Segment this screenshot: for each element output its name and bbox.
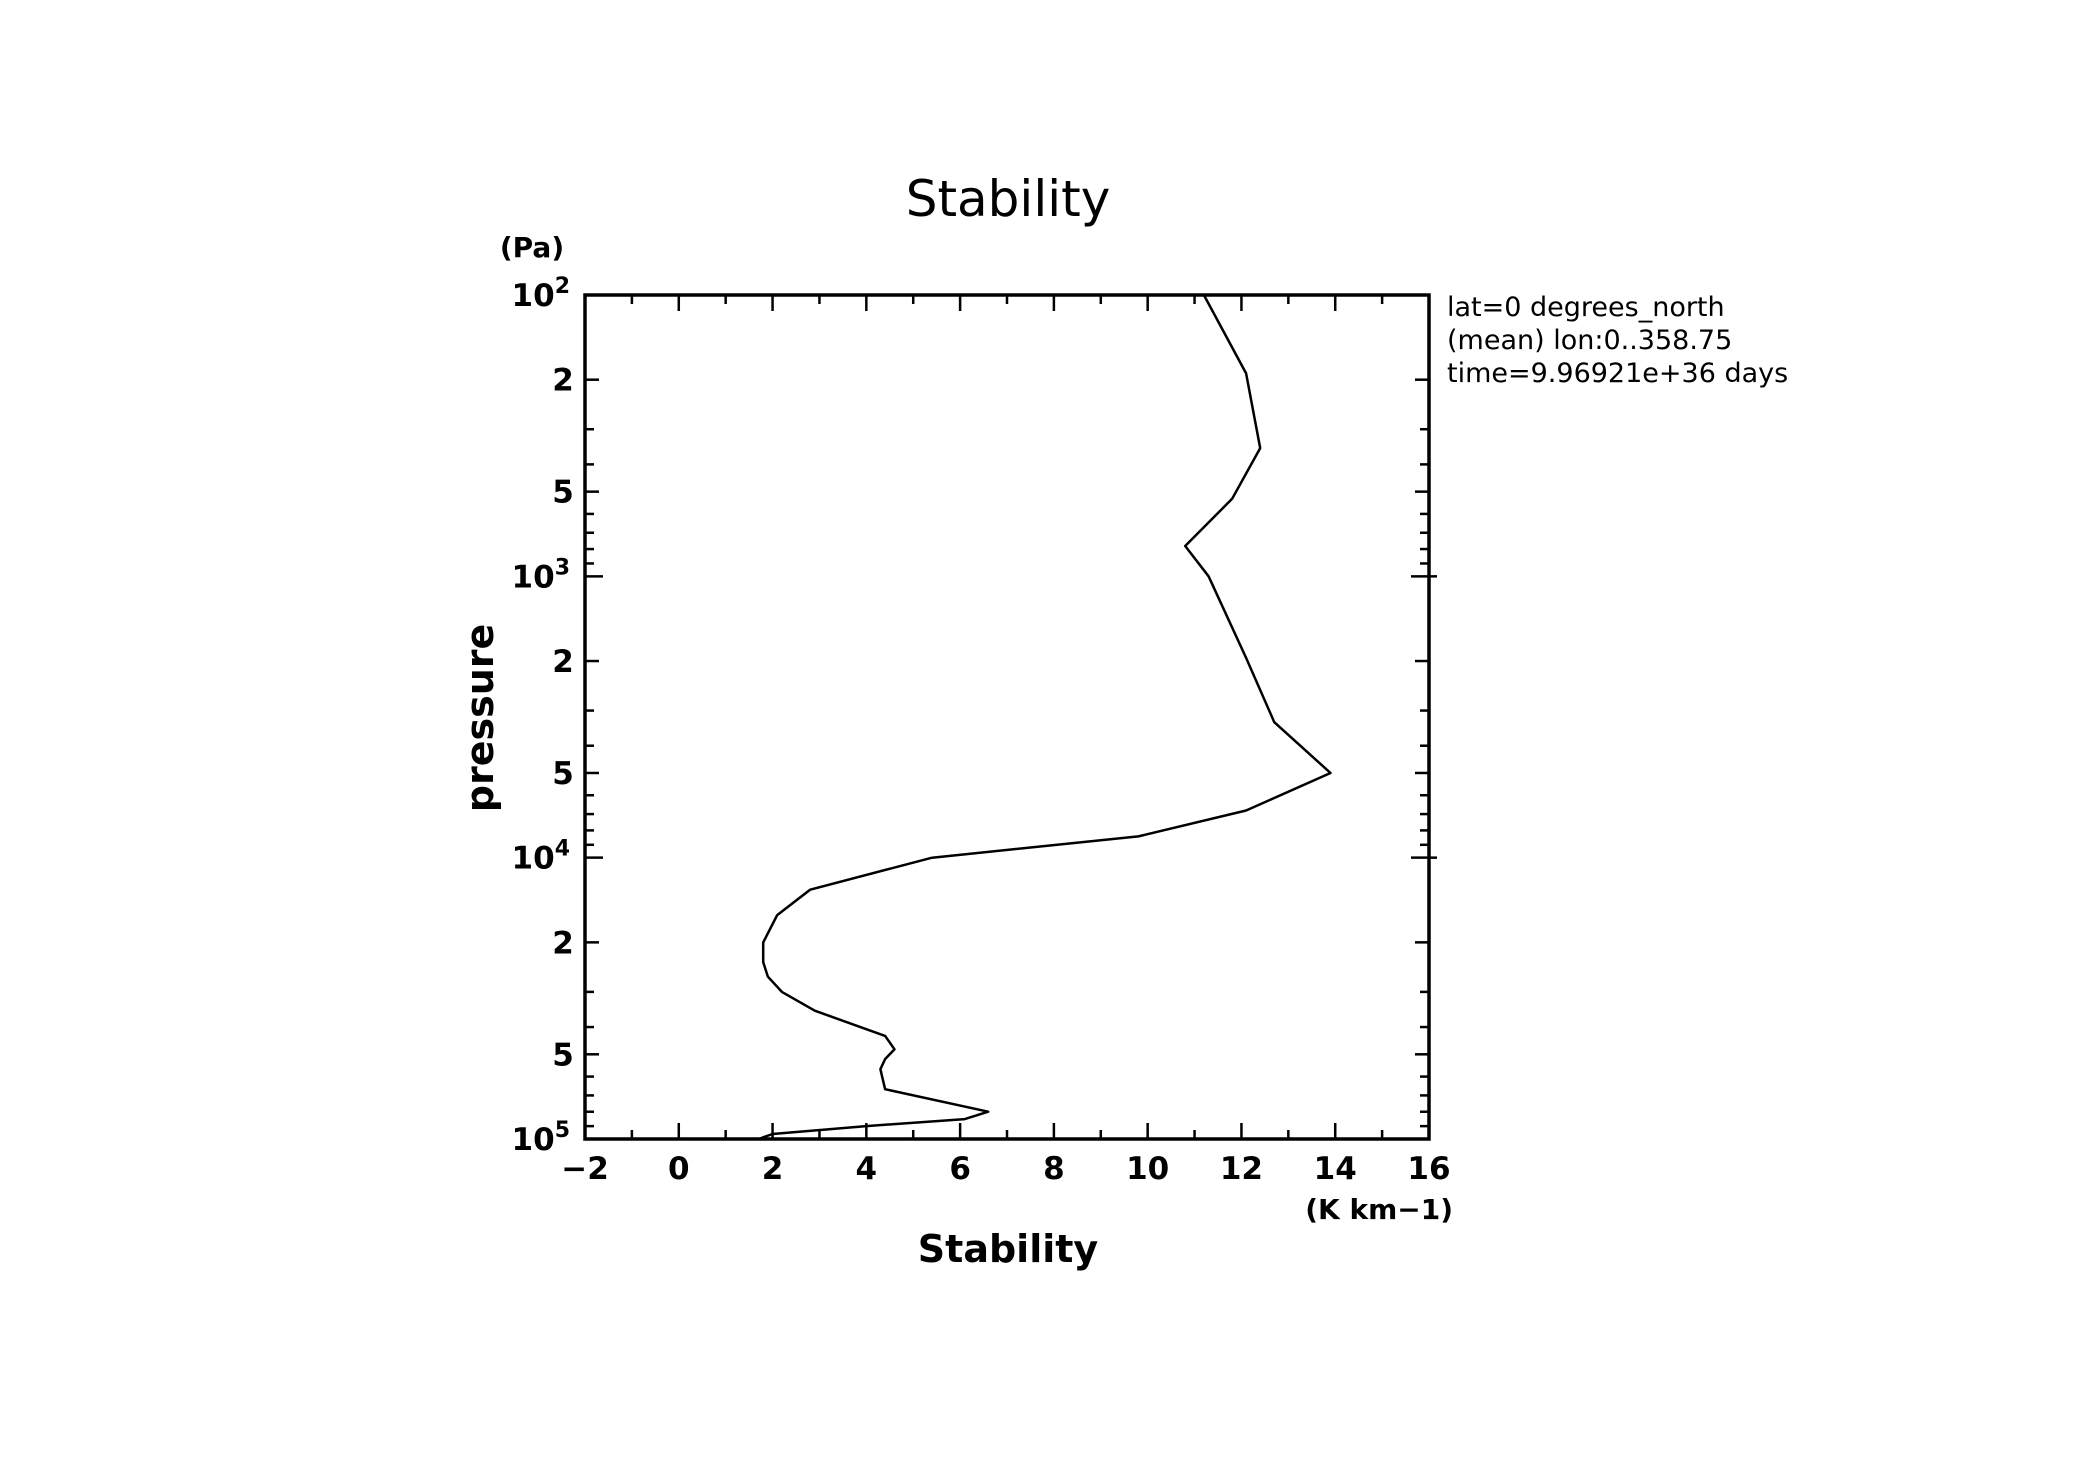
plot-frame: [583, 293, 1431, 1141]
y-tick-label: 5: [552, 475, 574, 511]
x-tick-label: 2: [762, 1151, 784, 1187]
y-tick-label: 103: [512, 555, 570, 595]
x-tick-label: 6: [949, 1151, 971, 1187]
x-tick-label: 4: [856, 1151, 878, 1187]
x-tick-label: 16: [1407, 1151, 1450, 1187]
axis-ticks: [583, 293, 1437, 1141]
x-tick-label: 8: [1043, 1151, 1065, 1187]
info-annotations: lat=0 degrees_north (mean) lon:0..358.75…: [1447, 292, 1788, 389]
x-tick-label: 12: [1220, 1151, 1263, 1187]
y-axis-units: (Pa): [500, 231, 564, 264]
y-tick-label: 2: [552, 925, 574, 961]
y-tick-label: 105: [512, 1118, 570, 1158]
x-tick-label: 14: [1314, 1151, 1357, 1187]
chart-title: Stability: [906, 170, 1111, 228]
annotation-lat: lat=0 degrees_north: [1447, 292, 1725, 323]
y-tick-label: 2: [552, 363, 574, 399]
x-tick-label: 0: [668, 1151, 690, 1187]
y-tick-label: 5: [552, 756, 574, 792]
series-layer: [758, 294, 1332, 1141]
y-axis-label: pressure: [458, 624, 502, 813]
y-tick-label: 102: [512, 274, 570, 314]
y-tick-label: 104: [512, 837, 570, 877]
x-axis-label: Stability: [918, 1227, 1099, 1271]
y-tick-label: 2: [552, 644, 574, 680]
series-line-0: [758, 294, 1332, 1141]
x-axis-units: (K km−1): [1305, 1193, 1453, 1226]
annotation-lon: (mean) lon:0..358.75: [1447, 325, 1732, 356]
y-tick-label: 5: [552, 1037, 574, 1073]
x-tick-label: 10: [1126, 1151, 1169, 1187]
x-tick-label: −2: [561, 1151, 609, 1187]
annotation-time: time=9.96921e+36 days: [1447, 358, 1788, 389]
axis-tick-labels: −2 0 2 4 6 8 10 12 14 16 102 2 5 103 2 5 104 2 5 105: [512, 274, 1451, 1187]
